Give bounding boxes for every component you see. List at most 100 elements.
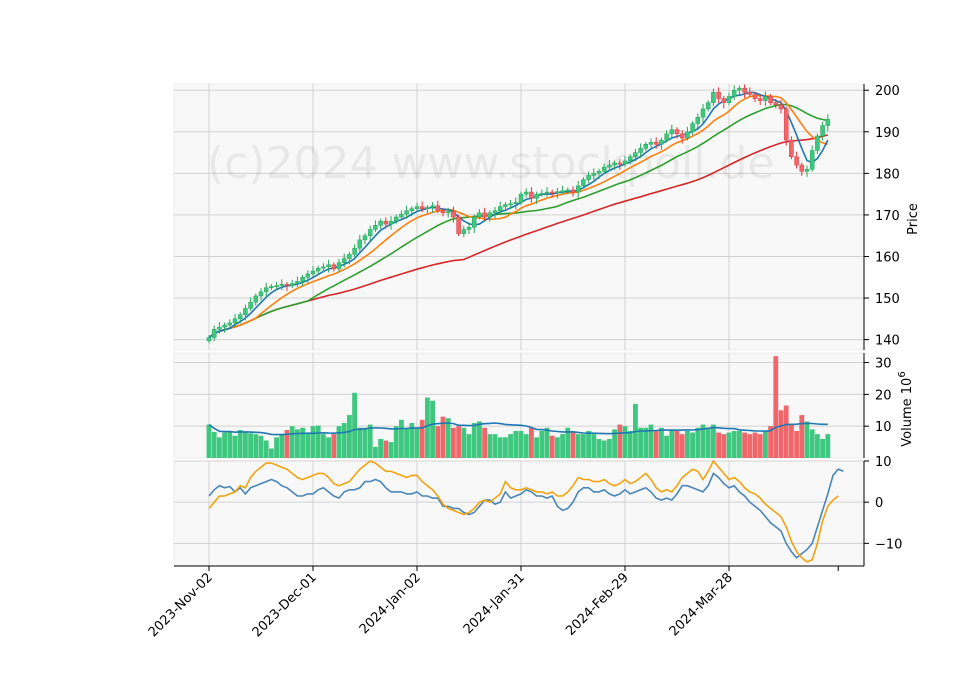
candle-body [768, 96, 773, 103]
candle-body [778, 104, 784, 110]
candle-body [659, 139, 664, 145]
volume-bars [206, 356, 831, 458]
candle-body [820, 125, 825, 137]
candle-body [227, 322, 233, 326]
candle-body [414, 206, 420, 209]
volume-bar [607, 438, 612, 458]
volume-bar [539, 430, 545, 458]
volume-bar [815, 434, 820, 458]
candle-body [737, 87, 742, 91]
candle-body [700, 108, 706, 118]
volume-bar [321, 434, 326, 458]
candle-body [487, 212, 493, 218]
candle-body [466, 227, 472, 230]
volume-bar [362, 427, 368, 458]
oscillator-panel [173, 460, 865, 567]
volume-bar [643, 427, 649, 458]
candle-body [601, 166, 607, 172]
volume-bar [742, 432, 747, 458]
volume-bar [773, 356, 779, 458]
volume-bar [612, 429, 617, 458]
volume-bar [414, 427, 420, 458]
volume-bar [393, 426, 399, 458]
volume-bar [664, 435, 669, 458]
volume-bar [575, 434, 581, 458]
volume-bar [695, 427, 701, 458]
candle-body [404, 210, 409, 215]
volume-bar [383, 440, 389, 458]
candle-body [336, 262, 342, 270]
candle-body [705, 102, 711, 110]
volume-bar [409, 423, 415, 458]
candle-body [477, 212, 482, 218]
volume-bar [601, 440, 607, 458]
candle-body [399, 213, 404, 218]
candle-body [445, 211, 451, 214]
volume-bar [591, 434, 597, 458]
volume-bar [804, 421, 810, 458]
candle-body [295, 281, 300, 284]
volume-bar [492, 434, 498, 458]
volume-bar [347, 415, 352, 458]
volume-bar [419, 419, 425, 458]
volume-bar [518, 430, 524, 458]
candle-body [341, 258, 347, 263]
volume-bar [310, 426, 316, 458]
volume-bar [653, 430, 659, 458]
candle-body [607, 164, 612, 168]
volume-bar [617, 424, 623, 458]
volume-bar [269, 448, 274, 458]
candle-body [315, 267, 321, 272]
candle-body [674, 129, 680, 135]
candle-body [508, 203, 513, 206]
oscillator-line-2 [208, 459, 839, 563]
candle-body [393, 216, 399, 222]
candle-body [565, 189, 571, 192]
volume-bar [253, 434, 259, 458]
candle-body [284, 284, 290, 286]
y-tick-label: 160 [875, 250, 900, 265]
x-tick-label: 2023-Dec-01 [250, 570, 320, 640]
volume-bar [752, 432, 758, 458]
volume-bar [237, 430, 243, 458]
candle-body [253, 295, 259, 303]
candle-body [690, 123, 695, 133]
volume-bar [388, 442, 394, 458]
candle-body [279, 284, 285, 286]
candle-body [643, 144, 649, 149]
candle-body [825, 119, 831, 126]
volume-bar [711, 424, 716, 458]
volume-bar [622, 426, 628, 458]
candle-body [789, 139, 794, 157]
volume-bar [258, 435, 264, 458]
volume-bar [445, 418, 451, 458]
candle-body [310, 270, 316, 275]
watermark-text: (c)2024 www.stockpoll.de [207, 138, 774, 189]
volume-bar [404, 427, 409, 458]
volume-axis-label: Volume 106 [897, 371, 915, 446]
candle-body [367, 229, 373, 236]
y-tick-label: 170 [875, 209, 900, 224]
volume-bar [326, 437, 331, 458]
volume-bar [820, 438, 825, 458]
candle-body [237, 314, 243, 320]
candle-body [815, 135, 820, 151]
candle-body [539, 193, 545, 195]
candle-body [617, 162, 623, 165]
candle-body [669, 129, 675, 135]
volume-bar [560, 434, 565, 458]
volume-bar [497, 437, 503, 458]
volume-bar [529, 427, 534, 458]
candle-body [269, 286, 274, 288]
volume-bar [263, 440, 269, 458]
oscillator-line-1 [208, 468, 844, 559]
ma-50-line [208, 134, 829, 339]
volume-average-line [208, 422, 828, 436]
volume-bar [700, 424, 706, 458]
candle-body [534, 193, 539, 199]
volume-bar [399, 419, 404, 458]
x-tick-label: 2024-Mar-28 [667, 570, 736, 639]
volume-bar [783, 405, 789, 458]
